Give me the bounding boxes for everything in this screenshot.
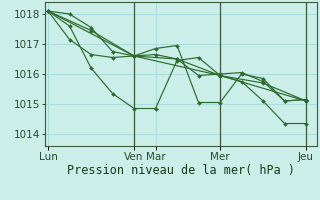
X-axis label: Pression niveau de la mer( hPa ): Pression niveau de la mer( hPa ) [67, 164, 295, 177]
